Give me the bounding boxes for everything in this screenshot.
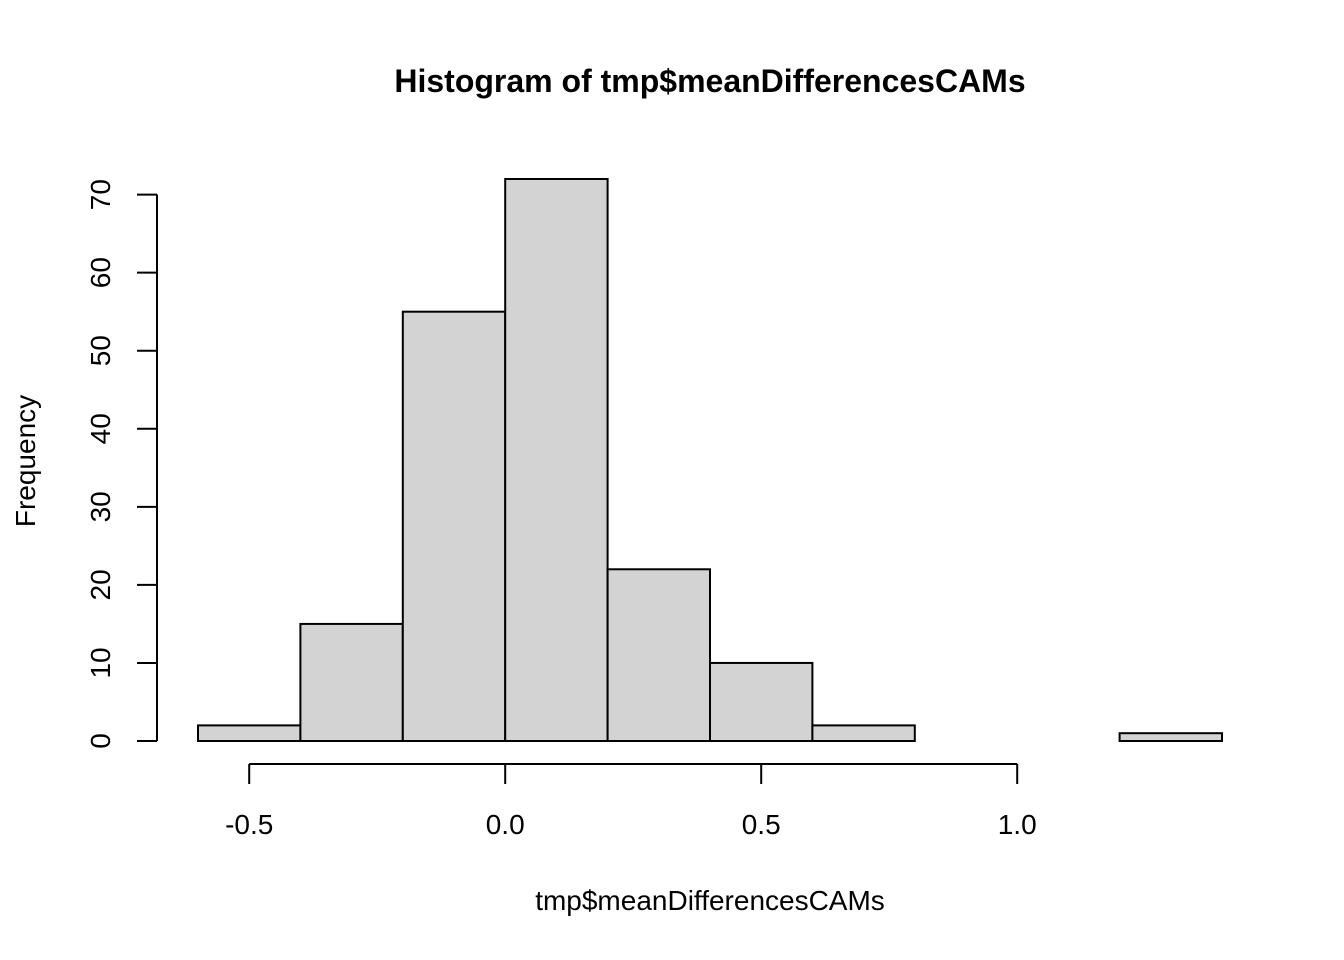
histogram-bar bbox=[401, 310, 507, 742]
x-axis: -0.5 0.0 0.5 1.0 bbox=[225, 763, 1037, 840]
x-axis-label: tmp$meanDifferencesCAMs bbox=[535, 885, 885, 916]
histogram-bar bbox=[197, 724, 302, 743]
histogram-bar bbox=[811, 724, 916, 743]
bars-group bbox=[197, 178, 1223, 743]
y-tick-label: 10 bbox=[85, 647, 116, 678]
histogram-bar bbox=[504, 178, 609, 742]
y-axis: 0 10 20 30 40 50 60 70 bbox=[85, 179, 158, 749]
histogram-bar bbox=[299, 622, 404, 743]
y-tick-label: 50 bbox=[85, 335, 116, 366]
y-axis-label: Frequency bbox=[10, 395, 41, 527]
y-tick-label: 0 bbox=[85, 733, 116, 749]
x-tick-label: 1.0 bbox=[998, 809, 1037, 840]
y-tick-label: 30 bbox=[85, 491, 116, 522]
histogram-bar bbox=[1118, 732, 1223, 743]
x-tick-label: -0.5 bbox=[225, 809, 273, 840]
y-tick-label: 20 bbox=[85, 569, 116, 600]
y-tick-label: 60 bbox=[85, 257, 116, 288]
y-tick-label: 40 bbox=[85, 413, 116, 444]
histogram-bar bbox=[606, 568, 711, 742]
y-tick-label: 70 bbox=[85, 179, 116, 210]
chart-title: Histogram of tmp$meanDifferencesCAMs bbox=[394, 63, 1025, 99]
x-tick-label: 0.5 bbox=[742, 809, 781, 840]
x-tick-label: 0.0 bbox=[486, 809, 525, 840]
histogram-bar bbox=[709, 661, 814, 743]
